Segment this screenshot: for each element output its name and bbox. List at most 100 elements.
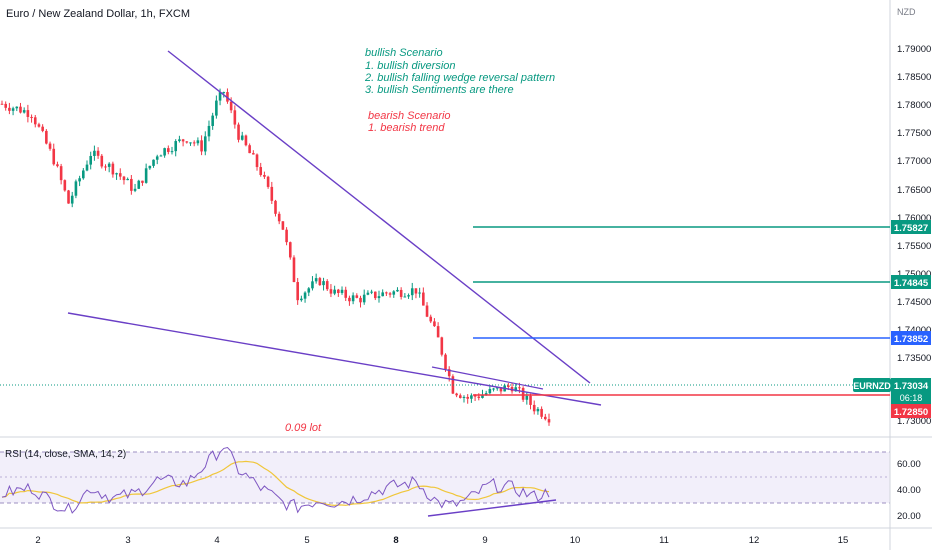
candle-up: [470, 395, 473, 399]
candle-up: [351, 295, 355, 302]
candle-down: [67, 190, 70, 204]
candle-up: [492, 388, 495, 390]
level-price-text: 1.73852: [894, 334, 928, 345]
candle-up: [133, 188, 137, 191]
candle-down: [288, 242, 292, 258]
candle-up: [115, 173, 118, 175]
time-tick-label: 12: [749, 535, 760, 546]
candle-down: [181, 139, 185, 142]
candle-down: [507, 385, 510, 387]
candle-down: [359, 297, 362, 303]
bearish-note[interactable]: bearish Scenario 1. bearish trend: [368, 110, 451, 134]
candle-up: [93, 150, 96, 156]
candle-down: [296, 282, 299, 301]
wedge-upper-trendline[interactable]: [167, 50, 591, 384]
candle-up: [107, 163, 111, 167]
candle-down: [96, 150, 100, 156]
price-low-trendline[interactable]: [431, 366, 544, 390]
level-label-4[interactable]: 1.72850: [891, 404, 931, 418]
chart-title: Euro / New Zealand Dollar, 1h, FXCM: [6, 8, 190, 20]
candle-down: [281, 221, 285, 230]
bearish-note-line: bearish Scenario: [368, 110, 451, 122]
candle-up: [488, 388, 492, 394]
candle-down: [56, 164, 59, 167]
candle-up: [89, 155, 93, 165]
candle-down: [141, 180, 144, 183]
candle-up: [307, 288, 311, 293]
candle-up: [381, 292, 384, 297]
candle-up: [377, 296, 381, 299]
candle-up: [152, 159, 155, 166]
candle-down: [167, 148, 170, 152]
candle-up: [163, 148, 166, 156]
candle-up: [222, 92, 226, 94]
candle-down: [185, 141, 189, 143]
candle-down: [104, 166, 107, 168]
candle-down: [433, 321, 436, 327]
rsi-tick-label: 20.00: [897, 511, 921, 522]
candle-up: [22, 110, 26, 113]
candle-up: [174, 141, 178, 152]
time-tick-label: 4: [214, 535, 219, 546]
candle-down: [244, 135, 248, 146]
candle-down: [521, 387, 525, 400]
rsi-indicator-label[interactable]: RSI (14, close, SMA, 14, 2): [5, 449, 126, 460]
candle-up: [410, 288, 414, 296]
candle-down: [48, 143, 52, 149]
time-axis[interactable]: 2 3 4 5 8 9 10 11 12 15: [35, 535, 848, 546]
candle-down: [252, 153, 255, 155]
candle-down: [4, 103, 7, 108]
level-label-2[interactable]: 1.74845: [891, 275, 931, 289]
candle-up: [11, 108, 15, 111]
price-axis[interactable]: 1.79000 1.78500 1.78000 1.77500 1.77000 …: [897, 44, 931, 427]
current-price-label[interactable]: EURNZD 1.73034 06:18: [853, 378, 931, 404]
level-label-1[interactable]: 1.75827: [891, 220, 931, 234]
candle-down: [37, 124, 41, 127]
lot-size-note[interactable]: 0.09 lot: [285, 422, 322, 434]
candle-up: [311, 281, 314, 289]
candle-down: [270, 186, 274, 201]
candle-up: [407, 295, 410, 297]
candle-up: [525, 395, 529, 400]
bullish-note-line: 1. bullish diversion: [365, 60, 456, 72]
candle-down: [8, 107, 11, 111]
bearish-note-line: 1. bearish trend: [368, 122, 445, 134]
rsi-sma-line: [1, 460, 550, 507]
candle-down: [274, 200, 277, 214]
rsi-tick-label: 60.00: [897, 459, 921, 470]
level-price-text: 1.72850: [894, 407, 928, 418]
rsi-divergence-trendline[interactable]: [427, 499, 557, 517]
candle-down: [259, 167, 263, 175]
candle-down: [59, 166, 63, 181]
candle-up: [340, 289, 344, 293]
candle-down: [263, 174, 266, 177]
candle-down: [118, 173, 122, 177]
level-label-3[interactable]: 1.73852: [891, 331, 931, 345]
current-price-value: 1.73034: [894, 381, 929, 392]
wedge-lower-trendline[interactable]: [67, 312, 602, 406]
time-tick-label: 15: [838, 535, 849, 546]
candle-down: [455, 393, 458, 396]
candle-down: [518, 387, 521, 389]
candle-down: [111, 163, 115, 175]
candle-up: [418, 292, 421, 294]
bullish-note-line: 2. bullish falling wedge reversal patter…: [364, 72, 555, 84]
candle-down: [444, 354, 447, 370]
candle-up: [396, 289, 399, 292]
candle-up: [189, 142, 192, 144]
bullish-note[interactable]: bullish Scenario 1. bullish diversion 2.…: [364, 47, 555, 96]
candle-down: [388, 293, 392, 295]
price-tick-label: 1.77000: [897, 156, 931, 167]
candle-down: [0, 103, 4, 105]
candle-down: [325, 281, 329, 290]
candle-down: [226, 92, 229, 102]
candle-up: [148, 165, 152, 169]
candle-up: [178, 139, 181, 142]
candle-down: [373, 291, 377, 299]
time-tick-label: 10: [570, 535, 581, 546]
candle-down: [529, 395, 532, 405]
candle-up: [362, 294, 366, 303]
candle-down: [436, 326, 440, 338]
